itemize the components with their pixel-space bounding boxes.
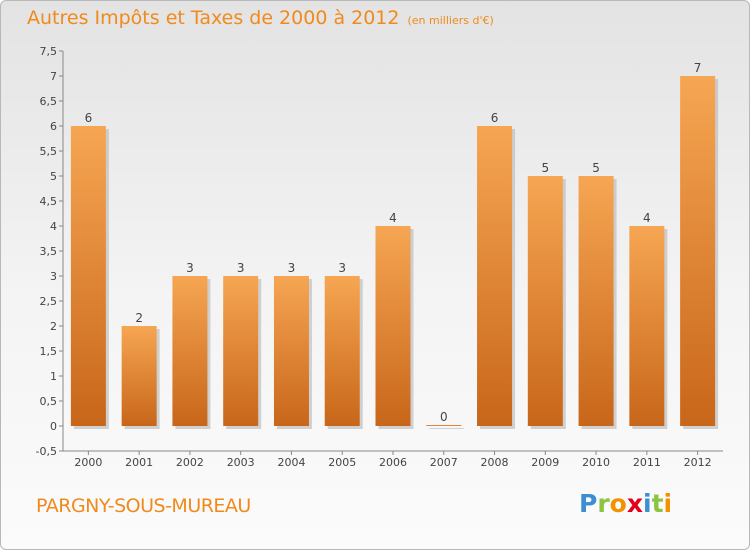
chart-title: Autres Impôts et Taxes de 2000 à 2012 (en… [27, 7, 494, 29]
bar-2006 [375, 226, 411, 426]
data-label-2008: 6 [491, 111, 499, 125]
x-tick-label-2012: 2012 [684, 456, 712, 469]
bar-2011 [629, 226, 665, 426]
data-label-2010: 5 [592, 161, 600, 175]
logo-letter: x [626, 489, 643, 518]
y-tick-label: 2 [50, 320, 57, 333]
logo-letter: t [651, 489, 664, 518]
x-tick-label-2002: 2002 [176, 456, 204, 469]
x-tick-label-2008: 2008 [481, 456, 509, 469]
bars-group: 6 2 3 3 3 3 4 0 6 5 5 4 7 [70, 61, 719, 429]
logo-letter: o [609, 489, 627, 518]
bar-2012 [680, 76, 716, 426]
bar-2004 [273, 276, 309, 426]
x-tick-label-2007: 2007 [430, 456, 458, 469]
x-tick-label-2003: 2003 [227, 456, 255, 469]
y-tick-label: 2,5 [40, 295, 58, 308]
x-tick-label-2011: 2011 [633, 456, 661, 469]
x-tick-label-2009: 2009 [531, 456, 559, 469]
bar-shadow [429, 428, 465, 429]
x-tick-label-2006: 2006 [379, 456, 407, 469]
x-tick-label-2004: 2004 [277, 456, 305, 469]
data-label-2003: 3 [237, 261, 245, 275]
data-label-2007: 0 [440, 410, 448, 424]
proxiti-logo: Proxiti [579, 489, 672, 518]
bar-2001 [121, 326, 157, 426]
data-label-2005: 3 [338, 261, 346, 275]
logo-letter: i [663, 489, 673, 518]
bar-2005 [324, 276, 360, 426]
y-tick-label: -0,5 [36, 445, 57, 458]
bar-2009 [527, 176, 563, 426]
y-tick-label: 3,5 [40, 245, 58, 258]
logo-letter: P [579, 489, 598, 518]
x-axis: 2000 2001 2002 2003 2004 2005 2006 2007 2008 2009… [63, 450, 723, 469]
data-label-2006: 4 [389, 211, 397, 225]
x-tick-label-2000: 2000 [74, 456, 102, 469]
bar-2003 [223, 276, 259, 426]
chart-title-main: Autres Impôts et Taxes de 2000 à 2012 [27, 7, 400, 29]
y-tick-label: 4,5 [40, 195, 58, 208]
logo-letter: i [643, 489, 652, 518]
x-tick-label-2001: 2001 [125, 456, 153, 469]
commune-name: PARGNY-SOUS-MUREAU [36, 495, 251, 517]
y-tick-label: 7,5 [40, 45, 58, 58]
y-tick-label: 6 [50, 120, 57, 133]
bar-2010 [578, 176, 614, 426]
y-tick-label: 5 [50, 170, 57, 183]
x-tick-label-2005: 2005 [328, 456, 356, 469]
y-tick-label: 1,5 [40, 345, 58, 358]
bar-2000 [70, 126, 106, 426]
bar-2008 [477, 126, 513, 426]
data-label-2001: 2 [135, 311, 143, 325]
data-label-2004: 3 [288, 261, 296, 275]
chart-subtitle: (en milliers d'€) [407, 14, 494, 27]
y-tick-label: 6,5 [40, 95, 58, 108]
data-label-2011: 4 [643, 211, 651, 225]
y-tick-label: 4 [50, 220, 57, 233]
data-label-2012: 7 [694, 61, 702, 75]
y-tick-label: 1 [50, 370, 57, 383]
bar-2007 [426, 425, 462, 426]
data-label-2009: 5 [541, 161, 549, 175]
y-tick-label: 0 [50, 420, 57, 433]
data-label-2000: 6 [85, 111, 93, 125]
bar-2002 [172, 276, 208, 426]
y-tick-label: 5,5 [40, 145, 58, 158]
x-tick-label-2010: 2010 [582, 456, 610, 469]
y-tick-label: 0,5 [40, 395, 58, 408]
y-tick-label: 3 [50, 270, 57, 283]
y-axis: -0,5 0 0,5 1 1,5 2 2,5 3 3,5 4 4,5 5 5,5 6 6,5 7 7,5 [36, 45, 64, 458]
y-tick-label: 7 [50, 70, 57, 83]
data-label-2002: 3 [186, 261, 194, 275]
logo-letter: r [597, 489, 610, 518]
